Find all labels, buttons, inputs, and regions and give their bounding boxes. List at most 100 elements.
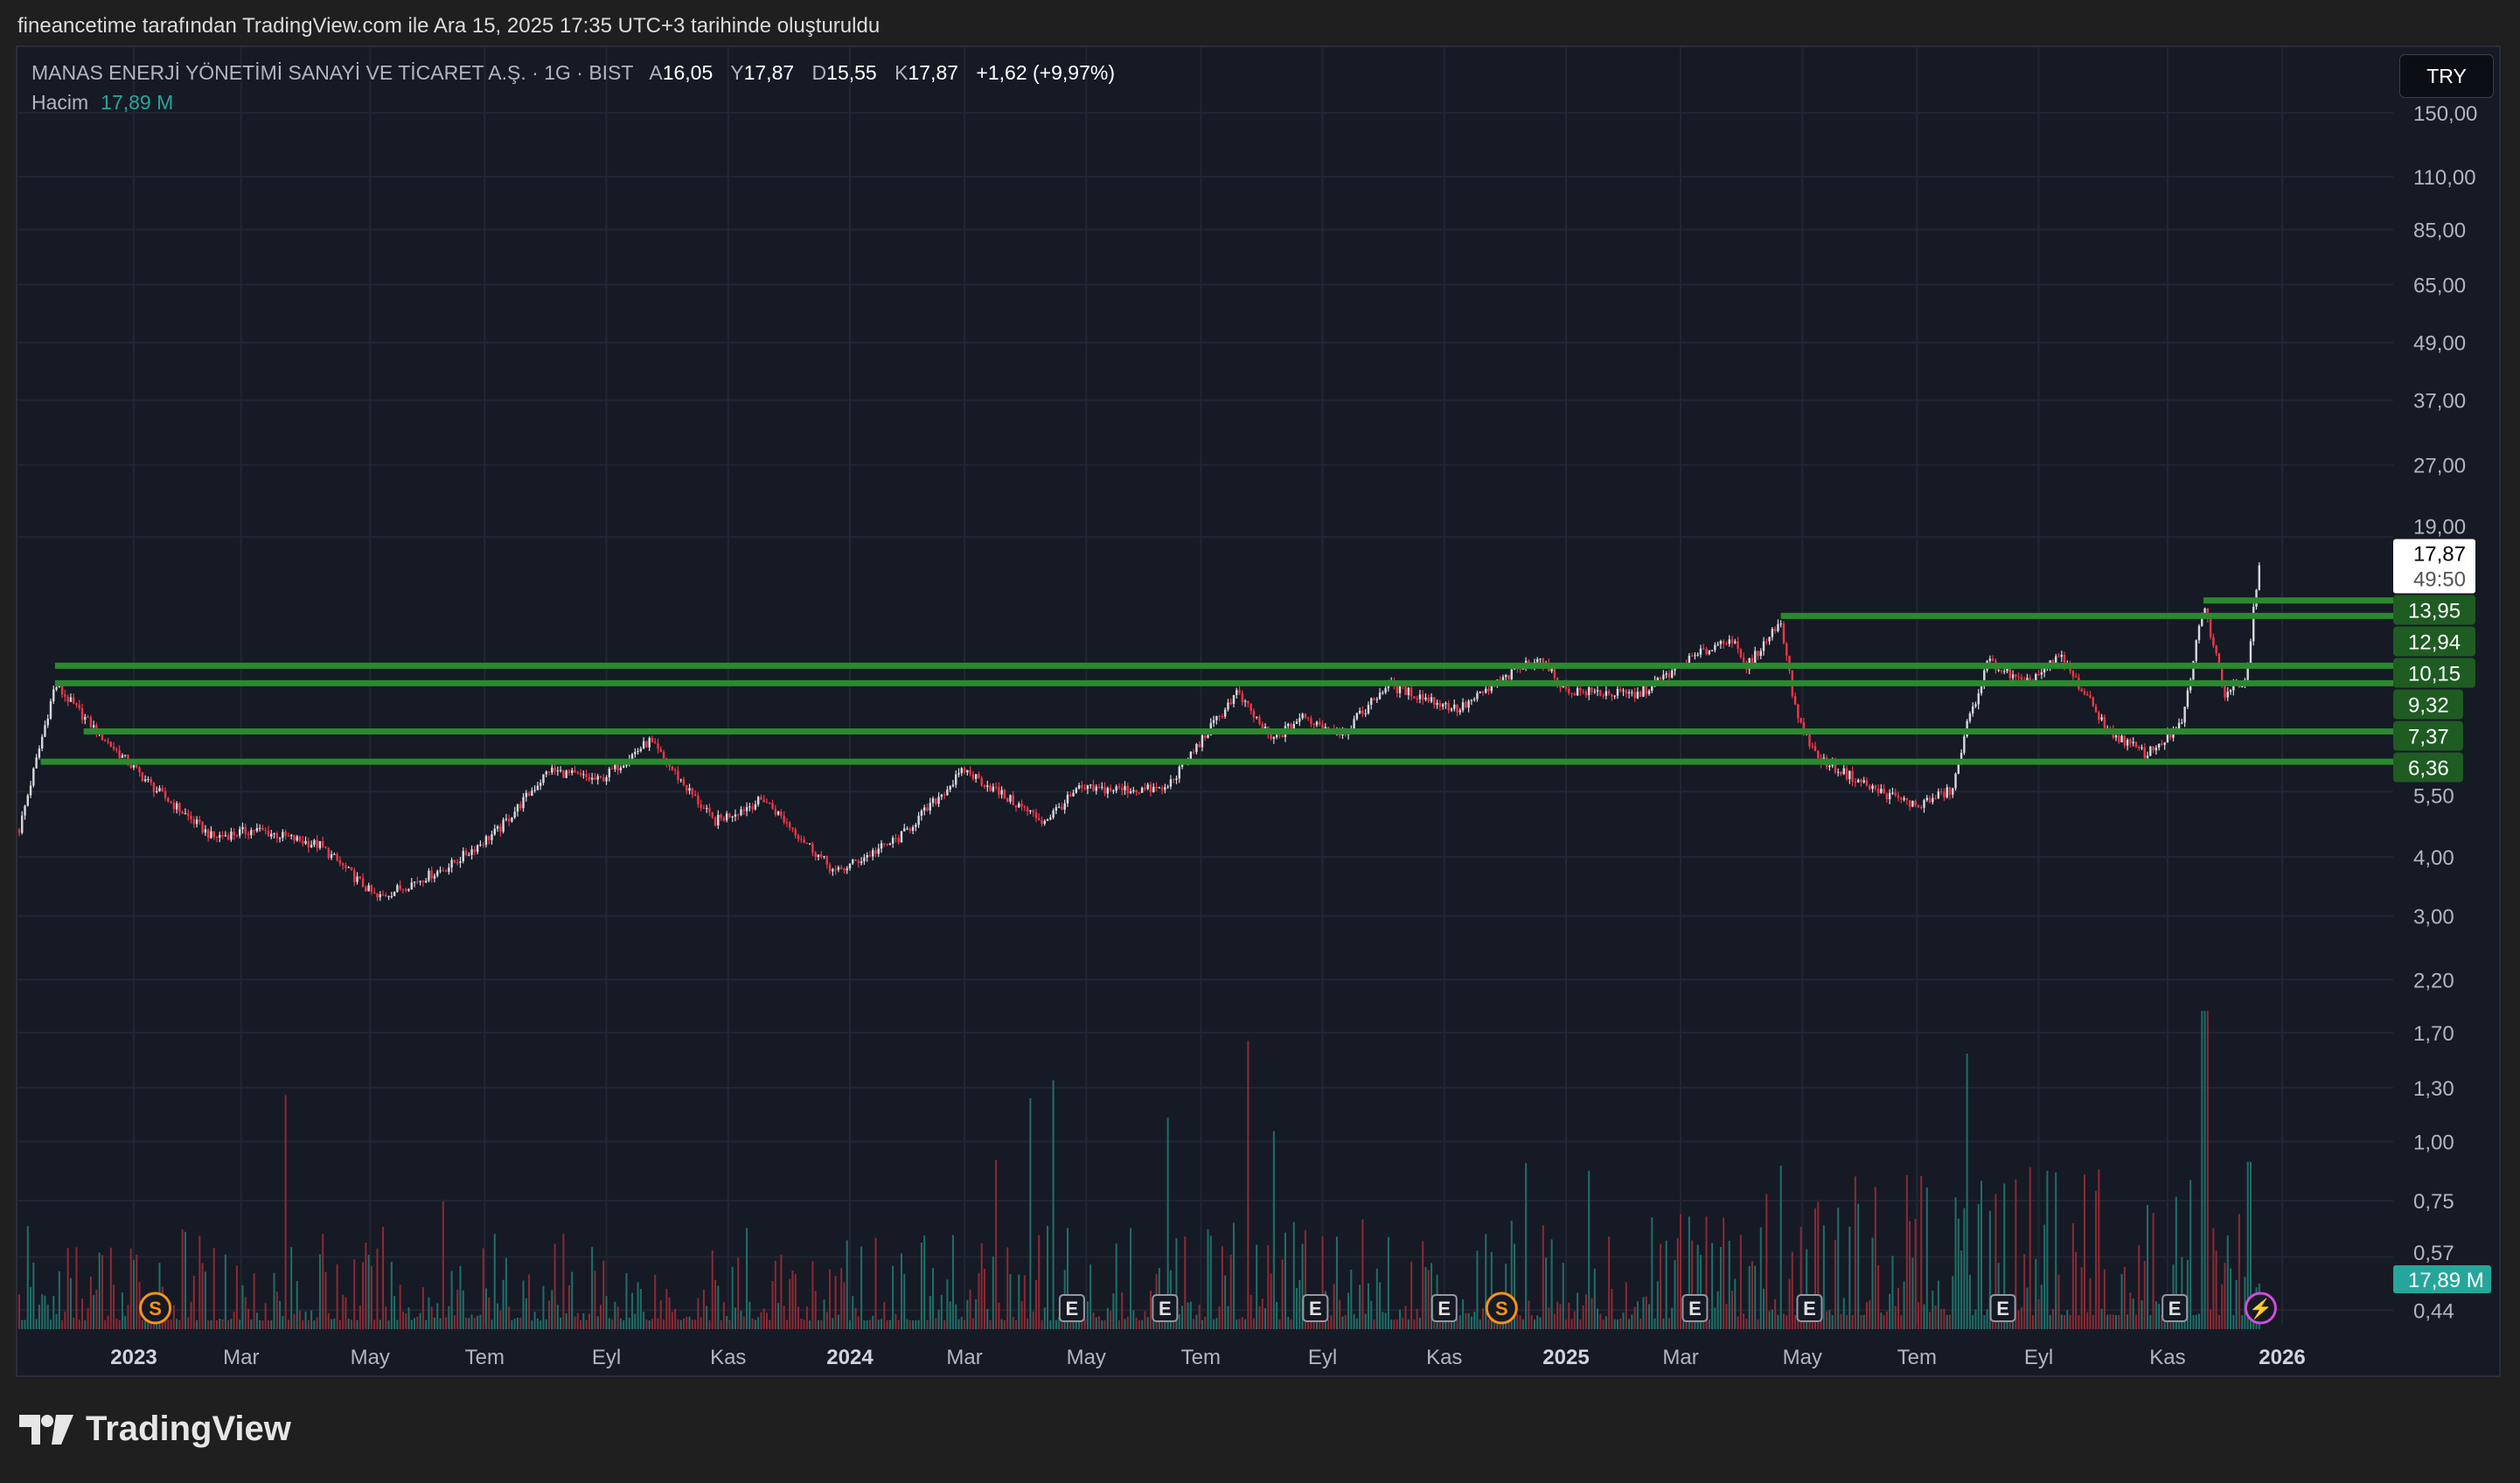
candle-body	[1983, 670, 1986, 687]
volume-bar	[1493, 1319, 1496, 1329]
candle-body	[769, 802, 771, 804]
candle-body	[832, 869, 834, 872]
volume-bar	[528, 1274, 531, 1329]
volume-bar	[104, 1319, 107, 1329]
volume-badge-label: 17,89 M	[2408, 1269, 2484, 1292]
candle-body	[318, 841, 322, 848]
candle-body	[17, 829, 21, 833]
volume-bar	[1055, 1319, 1057, 1329]
volume-bar	[1943, 1308, 1946, 1329]
candle-body	[825, 856, 828, 865]
candle-body	[1172, 779, 1175, 781]
volume-bar	[459, 1265, 462, 1329]
volume-bar	[1347, 1292, 1350, 1329]
volume-bar	[1359, 1285, 1361, 1329]
candle-body	[1619, 688, 1622, 692]
earnings-event-icon	[2161, 1294, 2189, 1322]
volume-bar	[2017, 1310, 2020, 1329]
candle-body	[998, 787, 1000, 795]
volume-bar	[1404, 1305, 1407, 1329]
volume-bar	[1525, 1163, 1528, 1329]
volume-bar	[814, 1291, 817, 1329]
volume-bar	[2071, 1222, 2074, 1329]
candle-body	[547, 771, 551, 773]
tradingview-logo[interactable]: TradingView	[19, 1410, 291, 1449]
time-axis-label: Eyl	[1308, 1346, 1337, 1369]
volume-bar	[971, 1318, 974, 1329]
volume-bar	[892, 1265, 895, 1329]
symbol-title[interactable]: MANAS ENERJİ YÖNETİMİ SANAYİ VE TİCARET …	[31, 61, 634, 84]
candle-body	[1914, 800, 1917, 805]
volume-bar	[1728, 1240, 1730, 1329]
volume-bar	[1000, 1319, 1003, 1329]
time-axis-label: Kas	[2149, 1346, 2185, 1369]
candle-body	[2094, 706, 2098, 713]
volume-bar	[192, 1275, 195, 1329]
volume-bar	[1966, 1054, 1968, 1329]
candle-body	[1954, 773, 1957, 789]
candle-body	[880, 843, 883, 849]
candle-body	[693, 794, 697, 796]
candle-body	[602, 776, 605, 782]
volume-bar	[2195, 1314, 2197, 1329]
candle-body	[2015, 674, 2017, 677]
candle-body	[313, 839, 316, 846]
volume-bar	[986, 1308, 989, 1329]
chart-panel[interactable]: 13,95 12,94 10,15 9,32 7,37 6,36 150,00 110,00 8…	[16, 45, 2501, 1377]
candle-body	[1977, 693, 1980, 705]
volume-bar	[1782, 1313, 1785, 1329]
candle-body	[1757, 651, 1759, 657]
candle-body	[1876, 789, 1880, 793]
volume-bar	[757, 1317, 760, 1329]
candle-body	[385, 895, 387, 897]
level-price-badge	[2393, 658, 2475, 688]
volume-bar	[1992, 1314, 1994, 1329]
candle-body	[1038, 818, 1041, 821]
candle-body	[1361, 710, 1364, 714]
volume-bar	[187, 1317, 190, 1329]
price-axis-label: 27,00	[2413, 455, 2466, 478]
candle-body	[1481, 691, 1485, 693]
volume-bar	[536, 1318, 539, 1329]
price-axis-label: 0,44	[2413, 1299, 2454, 1323]
candle-body	[1026, 807, 1029, 812]
volume-bar	[499, 1310, 502, 1329]
level-price-label: 12,94	[2408, 631, 2461, 655]
candle-body	[1599, 690, 1602, 696]
candle-body	[1398, 685, 1402, 693]
candle-body	[820, 854, 823, 857]
volume-bar	[1909, 1221, 1911, 1329]
candle-body	[654, 742, 657, 744]
candle-body	[161, 788, 164, 791]
volume-bar	[267, 1319, 269, 1329]
candle-body	[1739, 648, 1743, 658]
volume-bar	[525, 1298, 527, 1329]
currency-button[interactable]: TRY	[2399, 54, 2494, 98]
volume-bar	[2161, 1314, 2163, 1329]
candle-body	[1813, 746, 1817, 751]
candle-body	[2029, 678, 2031, 681]
volume-bar	[737, 1257, 740, 1329]
candle-body	[410, 882, 413, 889]
volume-bar	[1862, 1314, 1865, 1329]
candle-body	[1633, 692, 1636, 699]
volume-bar	[287, 1319, 289, 1329]
volume-bar	[1424, 1266, 1427, 1329]
volume-bar	[468, 1318, 470, 1329]
candle-body	[66, 696, 69, 702]
volume-bar	[2066, 1310, 2069, 1329]
candle-body	[717, 814, 720, 825]
candle-body	[886, 844, 888, 846]
volume-bar	[1224, 1275, 1227, 1329]
candle-body	[1261, 723, 1263, 729]
volume-bar	[52, 1295, 55, 1329]
candle-body	[473, 849, 477, 853]
volume-bar	[888, 1319, 891, 1329]
volume-bar	[333, 1318, 336, 1329]
price-axis-label: 1,00	[2413, 1131, 2454, 1155]
candle-body	[2043, 667, 2046, 673]
volume-bar	[370, 1265, 372, 1329]
event-label: E	[1159, 1298, 1172, 1319]
volume-bar	[929, 1296, 931, 1329]
price-chart[interactable]: 13,9512,9410,159,327,376,36150,00110,008…	[17, 47, 2503, 1379]
